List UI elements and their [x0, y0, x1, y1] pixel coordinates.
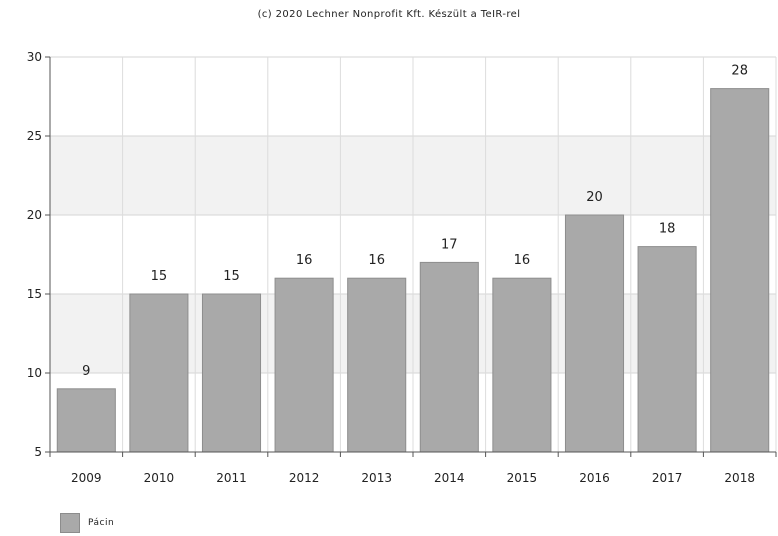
bar: [637, 246, 697, 453]
data-label: 9: [82, 364, 90, 379]
data-label: 15: [223, 269, 240, 284]
y-tick-label: 25: [27, 129, 42, 143]
legend-label: Pácin: [88, 518, 115, 528]
y-tick-label: 5: [34, 445, 42, 459]
y-tick-label: 10: [27, 366, 42, 380]
bar: [129, 293, 189, 453]
x-tick-label: 2009: [71, 471, 102, 485]
bar: [564, 214, 625, 453]
bar: [419, 261, 479, 453]
x-tick-label: 2010: [144, 471, 175, 485]
copyright-credit: (c) 2020 Lechner Nonprofit Kft. Készült …: [257, 9, 521, 20]
bar: [201, 293, 262, 453]
x-tick-label: 2011: [216, 471, 247, 485]
bar: [274, 277, 334, 453]
x-tick-label: 2013: [361, 471, 392, 485]
data-label: 18: [659, 222, 676, 237]
x-tick-label: 2016: [579, 471, 610, 485]
data-label: 15: [151, 269, 168, 284]
x-tick-label: 2014: [434, 471, 465, 485]
bar: [710, 88, 770, 453]
bar: [492, 277, 552, 453]
y-tick-label: 15: [27, 287, 42, 301]
data-label: 16: [368, 253, 385, 268]
x-tick-label: 2015: [507, 471, 538, 485]
data-label: 17: [441, 237, 458, 252]
x-tick-label: 2018: [724, 471, 755, 485]
bar: [56, 388, 116, 453]
x-tick-label: 2017: [652, 471, 683, 485]
y-tick-label: 30: [27, 50, 42, 64]
y-tick-label: 20: [27, 208, 42, 222]
legend: Pácin: [60, 513, 114, 533]
data-label: 16: [296, 253, 313, 268]
x-tick-label: 2012: [289, 471, 320, 485]
data-label: 20: [586, 190, 603, 205]
data-label: 28: [731, 64, 748, 79]
bar: [347, 277, 407, 453]
legend-swatch: [60, 513, 80, 533]
data-label: 16: [514, 253, 531, 268]
